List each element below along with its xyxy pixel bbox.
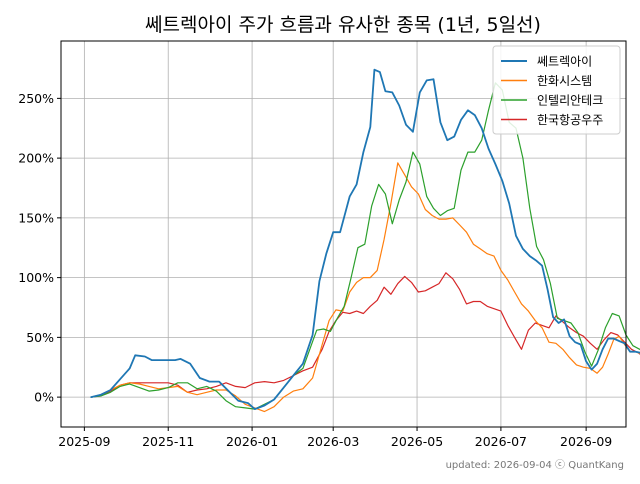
footer-credit: updated: 2026-09-04 ⓒ QuantKang <box>446 459 624 471</box>
series-lines <box>90 68 640 413</box>
y-tick-label: 200% <box>18 151 54 166</box>
y-tick-label: 0% <box>34 390 54 405</box>
y-tick-label: 50% <box>26 330 54 345</box>
x-tick-label: 2026-09 <box>560 434 612 449</box>
x-tick-label: 2026-01 <box>226 434 278 449</box>
series-line-3 <box>90 272 640 398</box>
x-tick-label: 2026-05 <box>391 434 443 449</box>
legend-label: 한국항공우주 <box>537 113 603 127</box>
y-tick-label: 100% <box>18 270 54 285</box>
legend-box <box>492 45 621 135</box>
x-tick-label: 2026-03 <box>307 434 359 449</box>
y-tick-label: 150% <box>18 210 54 225</box>
chart-title: 쎄트렉아이 주가 흐름과 유사한 종목 (1년, 5일선) <box>145 14 541 36</box>
axis-ticks: 2025-09 2025-11 2026-01 2026-03 2026-05 2026-… <box>18 91 612 449</box>
legend-label: 한화시스템 <box>537 74 592 88</box>
series-line-0 <box>90 68 640 410</box>
x-tick-label: 2025-11 <box>142 434 194 449</box>
legend-label: 인텔리안테크 <box>537 94 603 108</box>
x-tick-label: 2026-07 <box>475 434 527 449</box>
y-tick-label: 250% <box>18 91 54 106</box>
plot-frame <box>60 40 627 428</box>
legend-label: 쎄트렉아이 <box>537 55 592 69</box>
series-line-1 <box>90 162 640 413</box>
x-tick-label: 2025-09 <box>58 434 110 449</box>
